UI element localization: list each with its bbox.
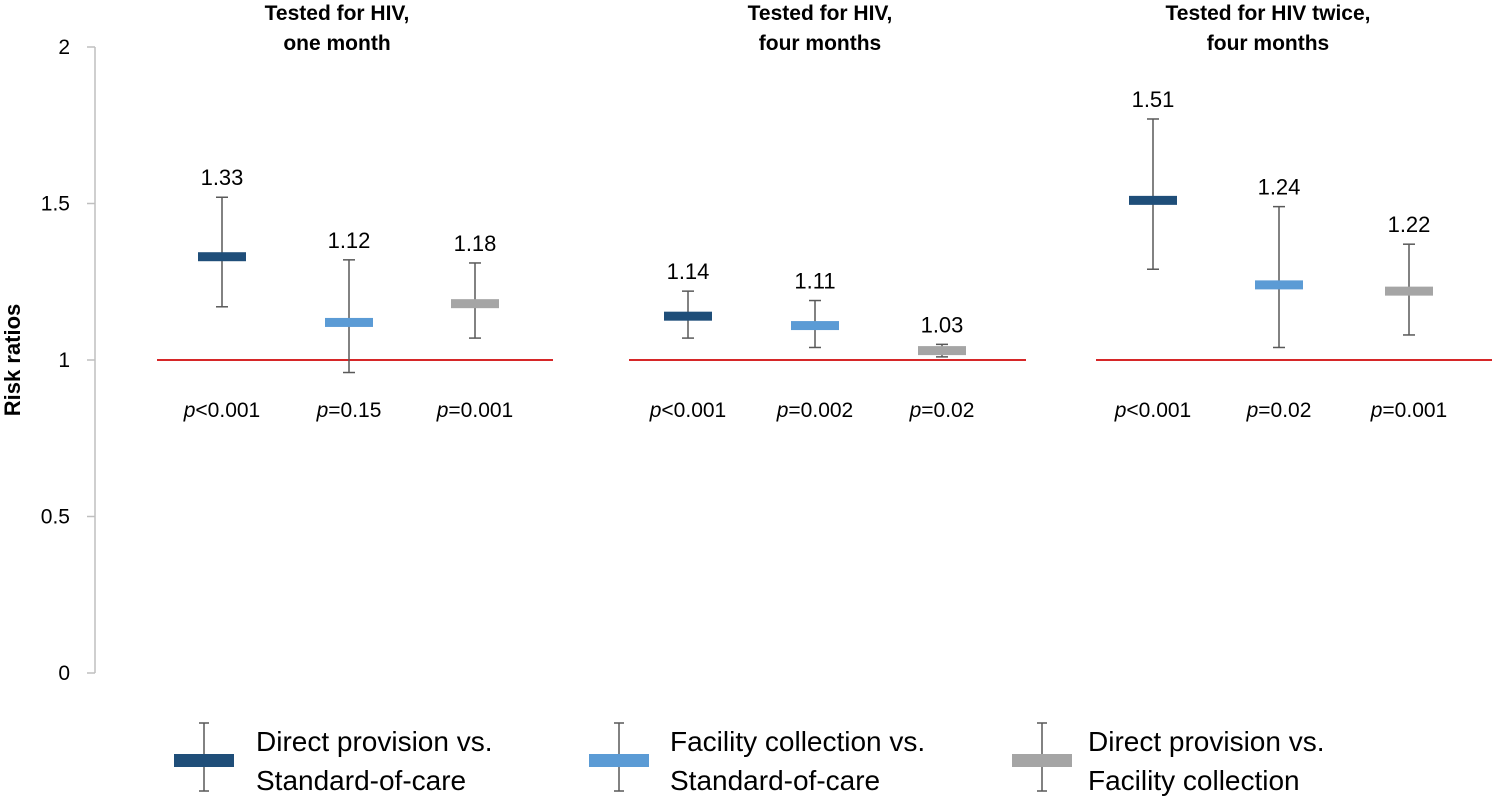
p-value-label: p<0.001 bbox=[649, 399, 727, 422]
value-label: 1.51 bbox=[1132, 87, 1175, 112]
value-label: 1.12 bbox=[328, 228, 371, 253]
y-tick-label: 1 bbox=[58, 349, 70, 372]
panel-title-line1: Tested for HIV, bbox=[748, 2, 893, 25]
p-value-label: p<0.001 bbox=[183, 399, 261, 422]
panel-title-line2: four months bbox=[1207, 32, 1329, 55]
panel-title-line1: Tested for HIV, bbox=[265, 2, 410, 25]
point-estimate bbox=[664, 311, 712, 321]
y-tick-label: 0 bbox=[58, 662, 70, 685]
p-value-label: p=0.02 bbox=[909, 399, 975, 422]
value-label: 1.11 bbox=[794, 269, 835, 294]
panel-title-line1: Tested for HIV twice, bbox=[1166, 2, 1371, 25]
point-estimate bbox=[198, 252, 246, 262]
y-tick-label: 2 bbox=[58, 36, 70, 59]
legend-label-line1: Direct provision vs. bbox=[1088, 726, 1325, 757]
legend-label-line1: Facility collection vs. bbox=[670, 726, 925, 757]
legend-swatch bbox=[1012, 754, 1072, 767]
legend-swatch bbox=[589, 754, 649, 767]
value-label: 1.14 bbox=[667, 259, 710, 284]
legend-label-line1: Direct provision vs. bbox=[256, 726, 493, 757]
p-value-label: p=0.001 bbox=[436, 399, 514, 422]
value-label: 1.33 bbox=[201, 165, 244, 190]
p-value-label: p<0.001 bbox=[1114, 399, 1192, 422]
point-estimate bbox=[918, 346, 966, 356]
point-estimate bbox=[451, 299, 499, 309]
point-estimate bbox=[1385, 286, 1433, 296]
p-value-label: p=0.02 bbox=[1246, 399, 1312, 422]
point-estimate bbox=[1129, 195, 1177, 205]
point-estimate bbox=[1255, 280, 1303, 290]
legend-label-line2: Facility collection bbox=[1088, 765, 1300, 796]
value-label: 1.24 bbox=[1258, 175, 1301, 200]
legend-swatch bbox=[174, 754, 234, 767]
panel-title-line2: four months bbox=[759, 32, 881, 55]
value-label: 1.03 bbox=[921, 312, 964, 337]
y-tick-label: 1.5 bbox=[41, 193, 70, 216]
legend-label-line2: Standard-of-care bbox=[670, 765, 880, 796]
p-value-label: p=0.002 bbox=[776, 399, 854, 422]
point-estimate bbox=[325, 317, 373, 327]
panel-title-line2: one month bbox=[283, 32, 390, 55]
y-tick-label: 0.5 bbox=[41, 506, 70, 529]
point-estimate bbox=[791, 321, 839, 331]
legend-label-line2: Standard-of-care bbox=[256, 765, 466, 796]
value-label: 1.22 bbox=[1388, 212, 1431, 237]
y-axis-label: Risk ratios bbox=[0, 304, 25, 417]
value-label: 1.18 bbox=[454, 231, 497, 256]
p-value-label: p=0.15 bbox=[316, 399, 382, 422]
p-value-label: p=0.001 bbox=[1370, 399, 1448, 422]
